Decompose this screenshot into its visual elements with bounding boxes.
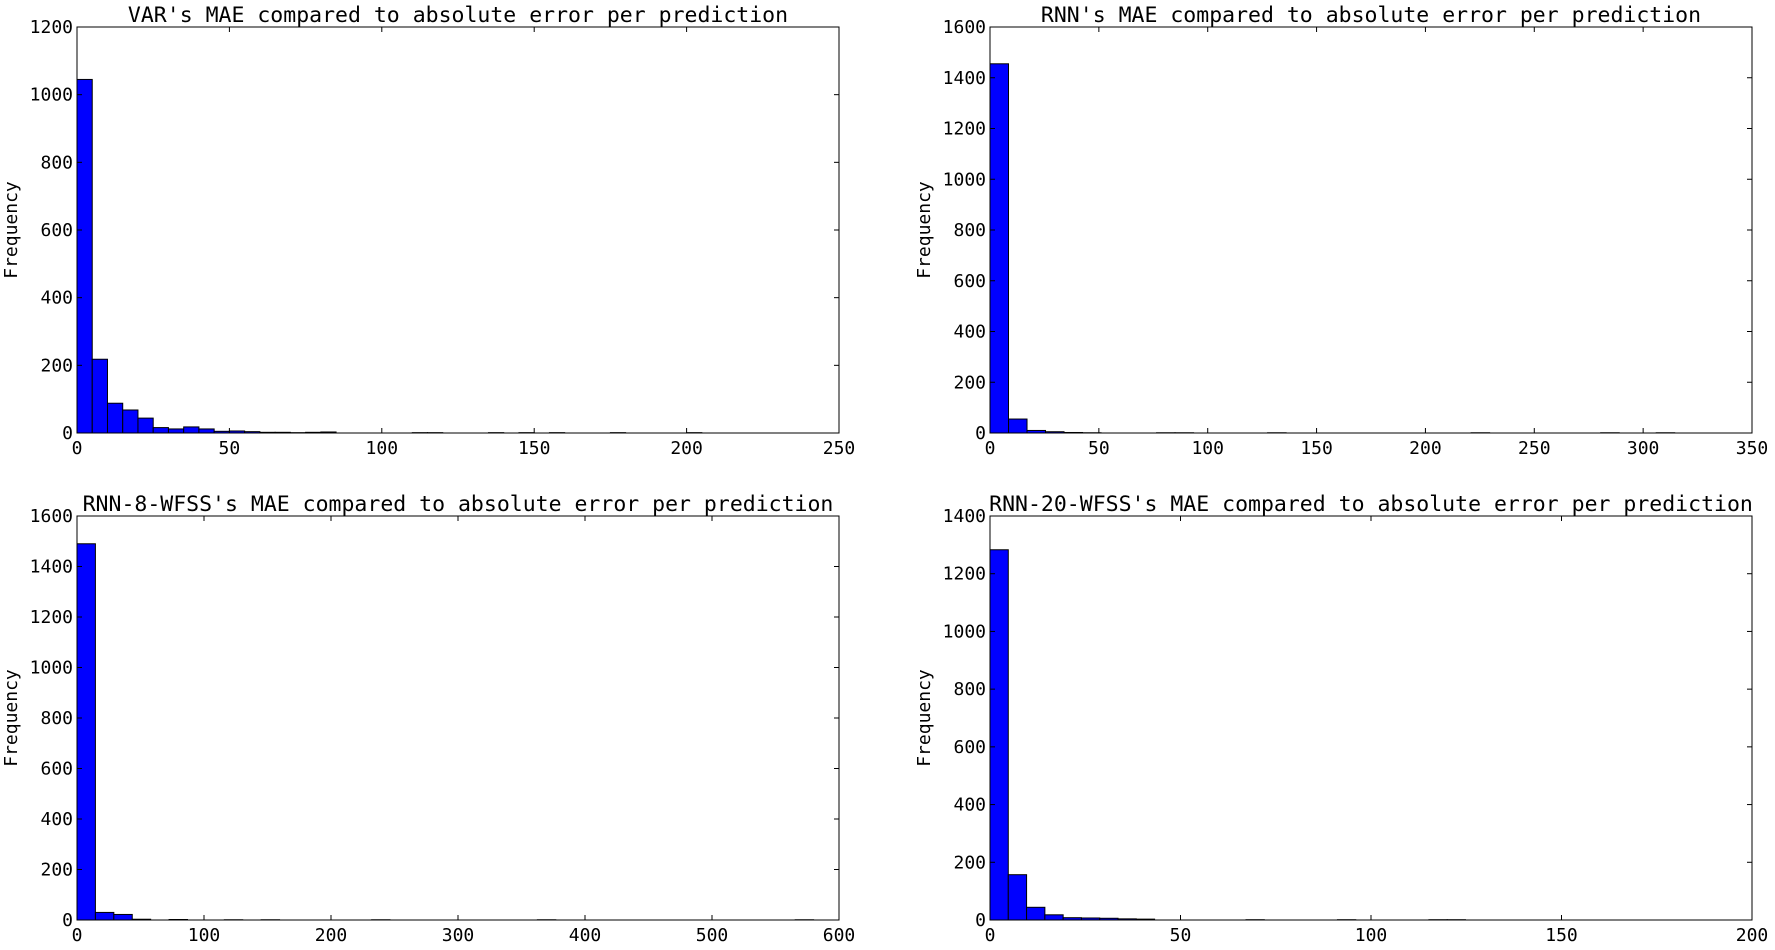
y-axis-label: Frequency bbox=[914, 181, 935, 279]
x-tick-label: 300 bbox=[442, 925, 475, 946]
x-tick-label: 0 bbox=[72, 438, 83, 459]
y-tick-label: 1600 bbox=[943, 17, 986, 38]
x-tick-label: 200 bbox=[1736, 925, 1769, 946]
y-tick-label: 400 bbox=[40, 809, 73, 830]
y-axis-label: Frequency bbox=[1, 669, 22, 767]
y-tick-label: 0 bbox=[62, 910, 73, 931]
histogram-bar bbox=[183, 426, 200, 434]
histogram-panel-4: 0 50 100 150 200 0 200 400 600 800 1000 1200 1400 RNN… bbox=[914, 492, 1768, 946]
y-tick-label: 200 bbox=[40, 860, 73, 881]
x-tick-label: 350 bbox=[1736, 438, 1769, 459]
x-tick-label: 50 bbox=[1088, 438, 1110, 459]
histogram-bar bbox=[106, 402, 124, 434]
y-tick-label: 600 bbox=[953, 737, 986, 758]
histogram-bar bbox=[76, 543, 96, 921]
y-tick-label: 200 bbox=[953, 852, 986, 873]
chart-title: VAR's MAE compared to absolute error per… bbox=[128, 3, 788, 28]
chart-title: RNN's MAE compared to absolute error per… bbox=[1041, 3, 1701, 28]
y-tick-label: 1200 bbox=[30, 17, 73, 38]
y-tick-label: 600 bbox=[40, 220, 73, 241]
x-tick-label: 0 bbox=[985, 438, 996, 459]
x-tick-label: 300 bbox=[1627, 438, 1660, 459]
y-tick-label: 1200 bbox=[943, 564, 986, 585]
y-axis-label: Frequency bbox=[1, 181, 22, 279]
axes-frame bbox=[76, 515, 840, 921]
histogram-bar bbox=[198, 428, 215, 434]
histogram-bar bbox=[167, 428, 185, 434]
x-tick-label: 0 bbox=[985, 925, 996, 946]
histogram-panel-3: 0 100 200 300 400 500 600 0 200 400 600 800 1000 1200… bbox=[1, 492, 855, 946]
histogram-bar bbox=[1044, 914, 1064, 921]
histogram-panel-2: 0 50 100 150 200 250 300 350 0 200 400 600 800 1000 12… bbox=[914, 3, 1768, 459]
histogram-bar bbox=[122, 409, 139, 434]
y-tick-label: 1600 bbox=[30, 506, 73, 527]
y-tick-label: 0 bbox=[975, 423, 986, 444]
x-tick-label: 500 bbox=[696, 925, 729, 946]
x-tick-label: 100 bbox=[366, 438, 399, 459]
y-tick-label: 1000 bbox=[30, 85, 73, 106]
y-tick-label: 1200 bbox=[30, 607, 73, 628]
y-tick-label: 800 bbox=[40, 152, 73, 173]
x-tick-label: 200 bbox=[1409, 438, 1442, 459]
y-tick-label: 800 bbox=[40, 708, 73, 729]
y-tick-label: 0 bbox=[62, 423, 73, 444]
x-tick-label: 600 bbox=[823, 925, 856, 946]
y-tick-label: 1000 bbox=[943, 169, 986, 190]
y-axis-label: Frequency bbox=[914, 669, 935, 767]
y-tick-label: 800 bbox=[953, 679, 986, 700]
y-tick-label: 200 bbox=[40, 355, 73, 376]
histogram-bar bbox=[989, 549, 1009, 921]
y-tick-label: 1400 bbox=[943, 68, 986, 89]
histogram-panel-1: 0 50 100 150 200 250 0 200 400 600 800 1000 1200 VAR'… bbox=[1, 3, 855, 459]
chart-title: RNN-20-WFSS's MAE compared to absolute e… bbox=[989, 492, 1753, 517]
x-tick-label: 400 bbox=[569, 925, 602, 946]
y-tick-label: 800 bbox=[953, 220, 986, 241]
histogram-bar bbox=[1026, 906, 1046, 921]
x-tick-label: 100 bbox=[1191, 438, 1224, 459]
histogram-bar bbox=[91, 358, 108, 434]
y-tick-label: 600 bbox=[40, 759, 73, 780]
histogram-bar bbox=[1008, 418, 1028, 434]
histogram-bar bbox=[1007, 874, 1028, 921]
x-tick-label: 0 bbox=[72, 925, 83, 946]
histogram-bar bbox=[989, 63, 1010, 434]
histogram-bar bbox=[94, 911, 115, 921]
y-tick-label: 1000 bbox=[943, 621, 986, 642]
y-tick-label: 400 bbox=[40, 288, 73, 309]
y-tick-label: 0 bbox=[975, 910, 986, 931]
chart-title: RNN-8-WFSS's MAE compared to absolute er… bbox=[83, 492, 834, 517]
histogram-bar bbox=[113, 913, 133, 921]
x-tick-label: 200 bbox=[670, 438, 703, 459]
histogram-bar bbox=[137, 417, 154, 434]
x-tick-label: 150 bbox=[1300, 438, 1333, 459]
y-tick-label: 400 bbox=[953, 795, 986, 816]
axes-frame bbox=[76, 26, 840, 434]
y-tick-label: 200 bbox=[953, 372, 986, 393]
x-tick-label: 50 bbox=[1170, 925, 1192, 946]
x-tick-label: 250 bbox=[1518, 438, 1551, 459]
x-tick-label: 250 bbox=[823, 438, 856, 459]
x-tick-label: 100 bbox=[188, 925, 221, 946]
y-tick-label: 400 bbox=[953, 322, 986, 343]
y-tick-label: 1000 bbox=[30, 658, 73, 679]
x-tick-label: 200 bbox=[315, 925, 348, 946]
histogram-bar bbox=[76, 78, 93, 434]
y-tick-label: 1400 bbox=[943, 506, 986, 527]
x-tick-label: 50 bbox=[219, 438, 241, 459]
x-tick-label: 100 bbox=[1355, 925, 1388, 946]
x-tick-label: 150 bbox=[1545, 925, 1578, 946]
axes-frame bbox=[989, 515, 1753, 921]
y-tick-label: 1200 bbox=[943, 119, 986, 140]
axes-frame bbox=[989, 26, 1753, 434]
y-tick-label: 600 bbox=[953, 271, 986, 292]
histogram-bar bbox=[152, 427, 169, 434]
y-tick-label: 1400 bbox=[30, 557, 73, 578]
x-tick-label: 150 bbox=[518, 438, 551, 459]
